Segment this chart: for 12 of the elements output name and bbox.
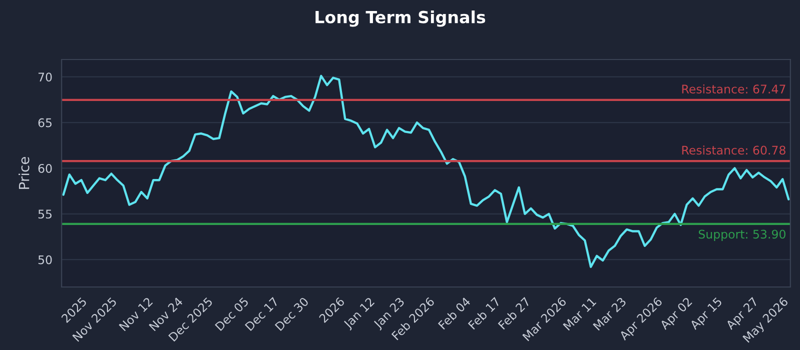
ref-line-label: Support: 53.90 [698,230,786,241]
x-tick-label: Feb 27 [498,296,531,330]
ref-line-label: Resistance: 67.47 [682,84,786,94]
y-tick-label: 55 [38,210,52,219]
chart-title: Long Term Signals [316,10,486,27]
y-tick-label: 50 [38,255,52,264]
y-axis-title: Price [18,157,30,189]
ref-line-label: Resistance: 60.78 [682,146,786,155]
y-tick-label: 70 [38,72,52,82]
y-tick-label: 60 [38,164,52,173]
line-series [62,74,790,268]
y-tick-label: 65 [38,118,52,128]
